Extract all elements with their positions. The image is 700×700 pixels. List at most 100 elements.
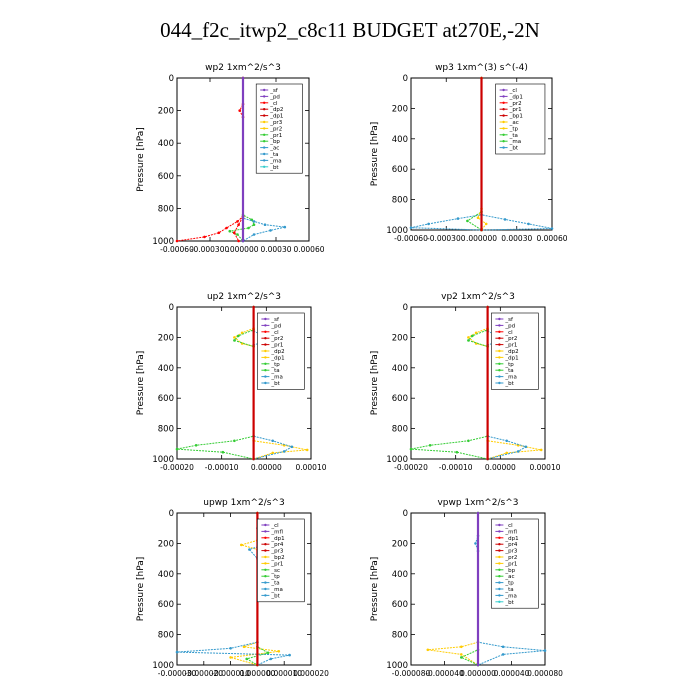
series-point-_bt [480,76,483,80]
series-point-_pr2 [471,334,474,338]
legend-entry: _tp [504,362,514,368]
y-tick-label: 600 [158,394,174,404]
y-tick-label: 600 [392,600,408,610]
legend-marker [264,594,267,597]
legend-marker [498,555,501,559]
series-point-_dp1 [175,239,179,243]
y-tick-label: 1000 [386,455,408,465]
plot-frame [176,306,312,460]
legend-marker [498,523,501,527]
legend-entry: _pr3 [269,120,283,126]
series-point-_pr2 [233,339,236,342]
y-tick-label: 200 [392,539,408,549]
legend-entry: _bt [504,600,514,606]
legend-marker [264,575,267,578]
series-point-_pr1 [474,331,478,335]
legend-marker [263,127,266,130]
x-tick-label: -0.00020 [394,463,428,472]
x-tick-label: -0.000010 [211,669,250,678]
legend-marker [264,369,267,372]
legend-entry: _bp1 [509,114,523,120]
panel-4: vp2 1xm^2/s^3 0 200 400 600 800 1000 Pressure [… [370,292,561,472]
series-point-_pr1 [242,645,246,649]
legend-marker [498,587,501,591]
series-line-_bp [242,78,285,242]
figure-title: 044_f2c_itwp2_c8c11 BUDGET at270E,-2N [160,18,540,42]
series-point-_pr1 [240,331,244,335]
series-point-_pr1 [233,336,236,339]
legend-entry: _pd [270,323,281,329]
legend-entry: _cl [270,523,279,529]
legend-entry: _sf [504,317,514,323]
series-point-_bt [241,239,245,243]
legend-entry: _sf [270,317,280,323]
legend-entry: _pr2 [269,126,282,132]
series-point-_ta [550,227,554,230]
legend-marker [498,530,501,533]
legend-entry: _pr2 [504,336,517,342]
series-point-_bt [241,76,245,80]
legend-entry: _dp1 [504,355,518,361]
x-tick-label: 0.000000 [460,669,496,678]
legend-entry: _ta [269,152,278,158]
series-point-_cl [232,231,236,235]
series-point-_dp1 [203,235,206,239]
panel-6: vpwp 1xm^2/s^3 0 200 400 600 800 1000 Pressure … [370,498,563,678]
series-point-_ta [503,218,507,221]
y-tick-label: 400 [392,570,408,580]
series-point-_pr1 [505,451,509,455]
legend-entry: _ma [504,593,516,599]
series-point-_pr1 [247,226,250,230]
legend-entry: _ac [504,574,514,580]
legend-entry: _pr4 [504,542,518,548]
legend-marker [498,343,501,346]
legend-entry: _dp1 [504,536,518,542]
legend-marker [264,587,267,591]
legend-entry: _ta [504,368,513,374]
legend-marker [498,369,501,372]
legend-marker [498,568,501,571]
x-tick-label: -0.00010 [439,463,473,472]
legend-marker [264,536,267,539]
x-tick-label: 0.000000 [240,669,276,678]
series-point-_pr3 [245,657,248,661]
series-point-_tp [501,645,505,649]
legend-entry: _pr3 [270,549,284,555]
legend-entry: _ma [504,375,516,381]
series-line-_pr2 [176,307,255,460]
series-point-_pr2 [221,450,225,454]
y-tick-label: 0 [169,303,174,313]
series-line-_pr1 [228,78,255,242]
legend-entry: _bp2 [270,555,284,561]
y-tick-label: 1000 [152,237,174,247]
series-line-_dp1 [176,78,244,242]
series-line-_tp [410,78,482,231]
series-point-_pr2 [233,439,236,443]
legend-entry: _pr1 [509,107,522,113]
x-tick-label: 0.00030 [501,234,532,243]
series-point-_pr1 [466,219,469,223]
series-point-_dp1 [217,231,221,235]
y-tick-label: 1000 [152,661,174,671]
series-point-_cl [237,239,240,243]
legend-entry: _bp [269,139,280,145]
series-point-_tp [282,450,286,453]
legend-marker [502,133,505,136]
series-point-_pr2 [237,334,240,338]
x-tick-label: -0.000300 [427,234,466,243]
legend-entry: _ta [509,133,518,139]
series-point-_tp [501,653,505,656]
y-tick-label: 800 [158,425,174,435]
series-point-_tp [524,445,528,449]
legend-entry: _ac [509,120,519,126]
legend-marker [502,114,505,117]
series-point-_tp [269,657,273,661]
panel-5: upwp 1xm^2/s^3 0 200 400 600 800 1000 Pressure … [136,498,329,678]
series-point-_pr2 [409,447,413,451]
legend-entry: _bt [504,381,514,387]
x-tick-label: 0.00060 [293,245,324,254]
legend-entry: _ma [509,139,521,145]
series-point-_tp [427,222,430,226]
x-tick-label: 0.000010 [266,669,302,678]
